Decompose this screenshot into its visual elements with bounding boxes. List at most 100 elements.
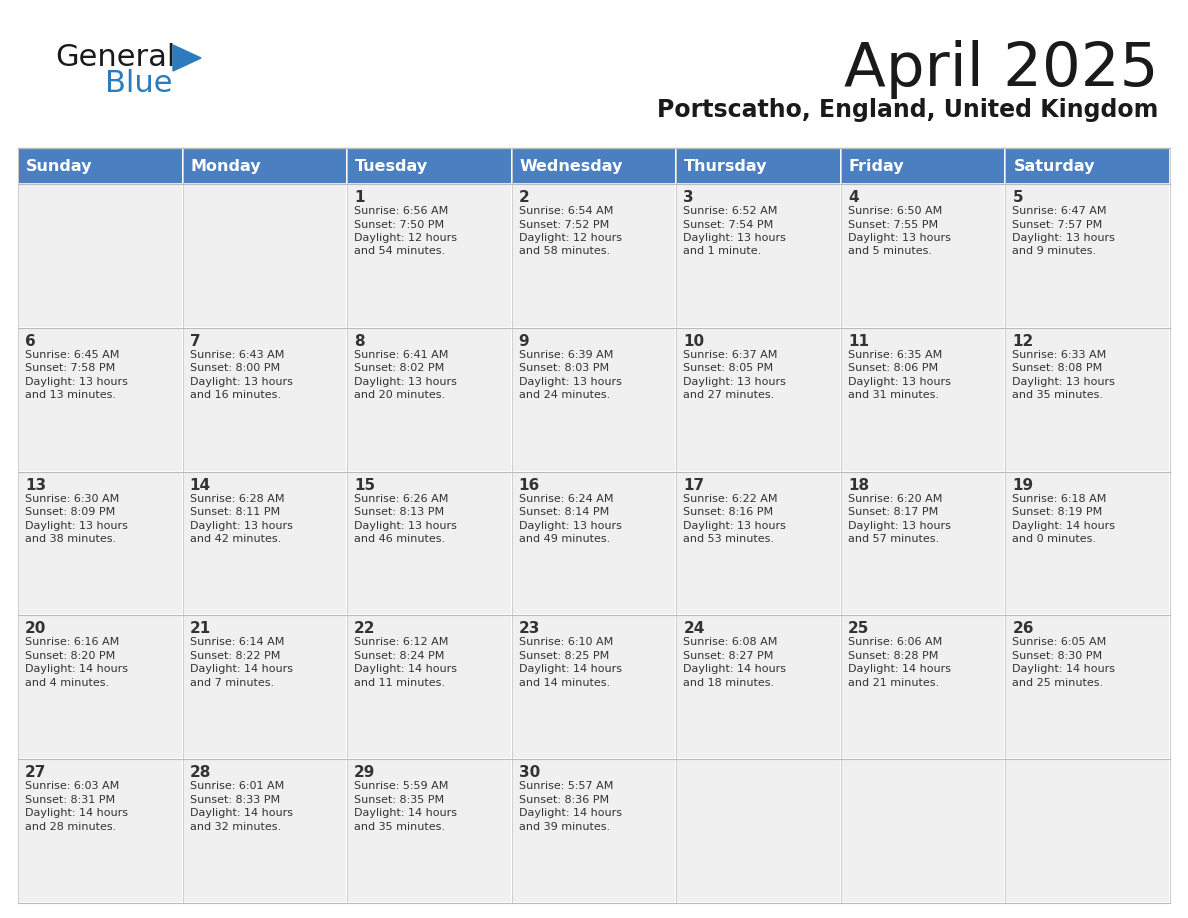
Text: 28: 28 bbox=[190, 766, 211, 780]
Bar bbox=[676, 759, 841, 903]
Text: 3: 3 bbox=[683, 190, 694, 205]
Text: Daylight: 12 hours: Daylight: 12 hours bbox=[519, 233, 621, 243]
Text: Daylight: 13 hours: Daylight: 13 hours bbox=[25, 521, 128, 531]
Bar bbox=[1005, 328, 1170, 472]
Bar bbox=[18, 184, 183, 328]
Text: 23: 23 bbox=[519, 621, 541, 636]
Text: Sunset: 8:16 PM: Sunset: 8:16 PM bbox=[683, 507, 773, 517]
Text: Daylight: 13 hours: Daylight: 13 hours bbox=[848, 521, 950, 531]
Text: Daylight: 13 hours: Daylight: 13 hours bbox=[25, 376, 128, 386]
Text: Daylight: 12 hours: Daylight: 12 hours bbox=[354, 233, 457, 243]
Text: and 20 minutes.: and 20 minutes. bbox=[354, 390, 446, 400]
Bar bbox=[1005, 615, 1170, 759]
Text: Daylight: 14 hours: Daylight: 14 hours bbox=[354, 808, 457, 818]
Text: Sunday: Sunday bbox=[26, 159, 93, 174]
Bar bbox=[676, 472, 841, 615]
Bar bbox=[18, 615, 183, 759]
Text: Sunset: 8:36 PM: Sunset: 8:36 PM bbox=[519, 795, 608, 805]
Text: Daylight: 13 hours: Daylight: 13 hours bbox=[354, 521, 457, 531]
Text: 20: 20 bbox=[25, 621, 46, 636]
Text: and 32 minutes.: and 32 minutes. bbox=[190, 822, 280, 832]
Bar bbox=[841, 148, 1005, 184]
Text: Daylight: 13 hours: Daylight: 13 hours bbox=[190, 521, 292, 531]
Text: Sunrise: 6:22 AM: Sunrise: 6:22 AM bbox=[683, 494, 778, 504]
Text: 26: 26 bbox=[1012, 621, 1034, 636]
Text: Sunset: 7:54 PM: Sunset: 7:54 PM bbox=[683, 219, 773, 230]
Text: and 24 minutes.: and 24 minutes. bbox=[519, 390, 609, 400]
Text: Daylight: 14 hours: Daylight: 14 hours bbox=[354, 665, 457, 675]
Text: and 54 minutes.: and 54 minutes. bbox=[354, 247, 446, 256]
Text: Sunset: 8:03 PM: Sunset: 8:03 PM bbox=[519, 364, 608, 374]
Text: Daylight: 13 hours: Daylight: 13 hours bbox=[1012, 233, 1116, 243]
Text: Sunset: 8:17 PM: Sunset: 8:17 PM bbox=[848, 507, 939, 517]
Text: Sunset: 8:06 PM: Sunset: 8:06 PM bbox=[848, 364, 939, 374]
Text: 1: 1 bbox=[354, 190, 365, 205]
Text: Sunset: 7:50 PM: Sunset: 7:50 PM bbox=[354, 219, 444, 230]
Text: Sunrise: 6:08 AM: Sunrise: 6:08 AM bbox=[683, 637, 778, 647]
Text: 7: 7 bbox=[190, 334, 201, 349]
Text: Daylight: 14 hours: Daylight: 14 hours bbox=[25, 808, 128, 818]
Text: Friday: Friday bbox=[849, 159, 904, 174]
Text: 14: 14 bbox=[190, 477, 210, 493]
Text: Sunrise: 6:18 AM: Sunrise: 6:18 AM bbox=[1012, 494, 1107, 504]
Text: and 1 minute.: and 1 minute. bbox=[683, 247, 762, 256]
Text: Daylight: 14 hours: Daylight: 14 hours bbox=[190, 665, 292, 675]
Text: and 58 minutes.: and 58 minutes. bbox=[519, 247, 609, 256]
Text: and 31 minutes.: and 31 minutes. bbox=[848, 390, 939, 400]
Text: and 46 minutes.: and 46 minutes. bbox=[354, 534, 446, 544]
Text: 2: 2 bbox=[519, 190, 530, 205]
Bar bbox=[1005, 472, 1170, 615]
Text: Daylight: 13 hours: Daylight: 13 hours bbox=[1012, 376, 1116, 386]
Text: Sunset: 8:27 PM: Sunset: 8:27 PM bbox=[683, 651, 773, 661]
Text: Sunrise: 5:57 AM: Sunrise: 5:57 AM bbox=[519, 781, 613, 791]
Text: Sunrise: 6:56 AM: Sunrise: 6:56 AM bbox=[354, 206, 448, 216]
Text: Daylight: 13 hours: Daylight: 13 hours bbox=[848, 233, 950, 243]
Text: Daylight: 14 hours: Daylight: 14 hours bbox=[519, 808, 621, 818]
Text: and 35 minutes.: and 35 minutes. bbox=[354, 822, 446, 832]
Text: Sunrise: 6:30 AM: Sunrise: 6:30 AM bbox=[25, 494, 119, 504]
Bar bbox=[183, 472, 347, 615]
Text: Sunrise: 6:35 AM: Sunrise: 6:35 AM bbox=[848, 350, 942, 360]
Bar bbox=[1005, 184, 1170, 328]
Text: Daylight: 13 hours: Daylight: 13 hours bbox=[683, 233, 786, 243]
Bar bbox=[512, 615, 676, 759]
Text: 27: 27 bbox=[25, 766, 46, 780]
Text: Sunset: 8:19 PM: Sunset: 8:19 PM bbox=[1012, 507, 1102, 517]
Text: 21: 21 bbox=[190, 621, 210, 636]
Text: and 49 minutes.: and 49 minutes. bbox=[519, 534, 609, 544]
Text: Sunset: 7:58 PM: Sunset: 7:58 PM bbox=[25, 364, 115, 374]
Text: Sunrise: 6:03 AM: Sunrise: 6:03 AM bbox=[25, 781, 119, 791]
Text: Sunset: 8:25 PM: Sunset: 8:25 PM bbox=[519, 651, 609, 661]
Text: 30: 30 bbox=[519, 766, 541, 780]
Text: Sunrise: 6:24 AM: Sunrise: 6:24 AM bbox=[519, 494, 613, 504]
Text: Sunset: 8:24 PM: Sunset: 8:24 PM bbox=[354, 651, 444, 661]
Text: Sunrise: 6:37 AM: Sunrise: 6:37 AM bbox=[683, 350, 778, 360]
Text: Sunrise: 6:45 AM: Sunrise: 6:45 AM bbox=[25, 350, 119, 360]
Text: and 9 minutes.: and 9 minutes. bbox=[1012, 247, 1097, 256]
Text: Sunset: 8:33 PM: Sunset: 8:33 PM bbox=[190, 795, 279, 805]
Bar bbox=[512, 148, 676, 184]
Text: 5: 5 bbox=[1012, 190, 1023, 205]
Bar bbox=[183, 759, 347, 903]
Text: Sunrise: 6:05 AM: Sunrise: 6:05 AM bbox=[1012, 637, 1107, 647]
Text: Sunrise: 6:10 AM: Sunrise: 6:10 AM bbox=[519, 637, 613, 647]
Text: Sunset: 8:14 PM: Sunset: 8:14 PM bbox=[519, 507, 609, 517]
Text: and 11 minutes.: and 11 minutes. bbox=[354, 677, 446, 688]
Text: General: General bbox=[55, 43, 176, 72]
Bar bbox=[347, 148, 512, 184]
Text: and 13 minutes.: and 13 minutes. bbox=[25, 390, 116, 400]
Text: Daylight: 13 hours: Daylight: 13 hours bbox=[683, 376, 786, 386]
Text: and 53 minutes.: and 53 minutes. bbox=[683, 534, 775, 544]
Text: 24: 24 bbox=[683, 621, 704, 636]
Bar bbox=[18, 328, 183, 472]
Text: and 14 minutes.: and 14 minutes. bbox=[519, 677, 609, 688]
Text: Sunset: 8:28 PM: Sunset: 8:28 PM bbox=[848, 651, 939, 661]
Bar bbox=[676, 148, 841, 184]
Text: 10: 10 bbox=[683, 334, 704, 349]
Text: and 4 minutes.: and 4 minutes. bbox=[25, 677, 109, 688]
Text: Sunrise: 5:59 AM: Sunrise: 5:59 AM bbox=[354, 781, 449, 791]
Text: Sunset: 7:57 PM: Sunset: 7:57 PM bbox=[1012, 219, 1102, 230]
Text: and 25 minutes.: and 25 minutes. bbox=[1012, 677, 1104, 688]
Bar bbox=[1005, 148, 1170, 184]
Text: 18: 18 bbox=[848, 477, 868, 493]
